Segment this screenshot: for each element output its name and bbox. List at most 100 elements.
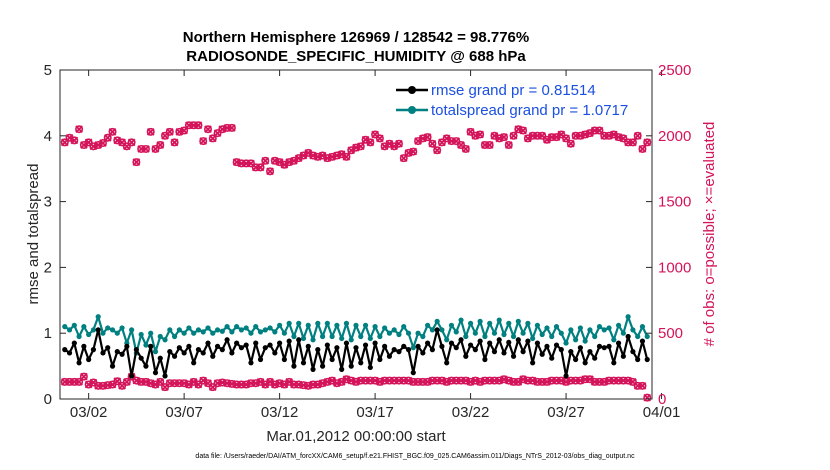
obs-possible-point	[242, 159, 251, 168]
obs-evaluated-point	[228, 124, 236, 132]
obs-possible-point	[595, 377, 604, 386]
rmse-point	[200, 350, 206, 356]
obs-possible-point	[75, 377, 84, 386]
rmse-point	[334, 345, 340, 351]
obs-evaluated-point	[629, 138, 637, 147]
rmse-point	[487, 340, 493, 346]
totalspread-point	[109, 327, 116, 333]
obs-evaluated-point	[199, 137, 208, 145]
rmse-point	[530, 360, 536, 366]
obs-possible-point	[399, 376, 408, 385]
obs-evaluated-point	[567, 139, 575, 148]
rmse-point	[62, 347, 68, 353]
obs-evaluated-point	[428, 139, 437, 148]
rmse-point	[343, 340, 350, 346]
rmse-point	[372, 340, 378, 346]
rmse-point	[520, 349, 526, 355]
rmse-point	[587, 349, 593, 355]
totalspread-point	[549, 333, 555, 340]
x-tick-label: 03/07	[165, 404, 203, 421]
obs-evaluated-point	[318, 151, 327, 160]
obs-possible-point	[165, 379, 174, 388]
obs-possible-point	[161, 131, 170, 140]
rmse-point	[272, 350, 278, 356]
obs-possible-point	[127, 138, 136, 147]
obs-evaluated-point	[204, 125, 212, 134]
totalspread-point	[644, 333, 650, 340]
obs-evaluated-point	[504, 141, 513, 149]
obs-possible-point	[390, 376, 399, 385]
y-axis-right-label: # of obs: o=possible; ×=evaluated	[701, 122, 718, 347]
totalspread-point	[391, 327, 397, 333]
rmse-point	[205, 340, 211, 346]
rmse-point	[348, 363, 354, 369]
obs-evaluated-point	[433, 146, 441, 155]
obs-possible-point	[204, 125, 213, 134]
rmse-point	[81, 343, 87, 349]
rmse-point	[167, 349, 173, 355]
obs-evaluated-point	[165, 128, 174, 136]
totalspread-point	[472, 330, 478, 336]
rmse-point	[453, 345, 459, 351]
totalspread-point	[339, 335, 345, 342]
rmse-point	[539, 351, 545, 357]
obs-evaluated-point	[290, 156, 298, 165]
obs-possible-point	[571, 376, 580, 385]
totalspread-point	[348, 337, 354, 343]
totalspread-point	[506, 320, 512, 326]
rmse-point	[195, 347, 202, 353]
rmse-point	[210, 353, 216, 359]
totalspread-point	[210, 330, 216, 336]
rmse-point	[620, 353, 626, 359]
rmse-point	[382, 343, 388, 349]
series-layer	[60, 121, 652, 402]
obs-evaluated-point	[94, 141, 103, 149]
rmse-point	[229, 350, 235, 356]
rmse-point	[510, 353, 517, 359]
obs-possible-point	[266, 167, 275, 176]
obs-evaluated-point	[543, 135, 551, 144]
obs-possible-point	[643, 393, 652, 402]
rmse-point	[501, 350, 507, 356]
rmse-point	[625, 333, 631, 340]
obs-evaluated-point	[638, 382, 647, 390]
totalspread-point	[157, 333, 163, 340]
obs-evaluated-point	[151, 380, 160, 389]
axes-layer: 03/02 03/07 03/12 03/17 03/22 03/27 04/0101234…	[44, 62, 692, 421]
obs-evaluated-point	[390, 142, 399, 151]
totalspread-point	[420, 333, 426, 340]
totalspread-point	[90, 327, 97, 333]
obs-possible-point	[457, 141, 466, 150]
rmse-point	[515, 337, 521, 343]
obs-evaluated-point	[356, 142, 365, 151]
obs-evaluated-point	[609, 130, 618, 139]
rmse-point	[286, 338, 292, 344]
obs-evaluated-point	[256, 378, 265, 386]
obs-possible-point	[65, 377, 74, 386]
obs-possible-point	[208, 134, 217, 143]
rmse-point	[444, 360, 450, 366]
obs-possible-point	[628, 138, 637, 147]
legend-marker-rmse	[408, 86, 416, 94]
rmse-point	[611, 360, 617, 366]
totalspread-point	[86, 331, 92, 338]
obs-possible-point	[619, 376, 628, 385]
obs-evaluated-point	[524, 134, 532, 143]
rmse-point	[248, 360, 254, 366]
obs-possible-point	[480, 141, 489, 150]
totalspread-point	[253, 324, 259, 330]
totalspread-point	[315, 320, 321, 326]
obs-possible-point	[361, 376, 370, 385]
totalspread-point	[95, 314, 101, 320]
totalspread-point	[510, 333, 517, 340]
totalspread-point	[305, 322, 311, 328]
rmse-point	[482, 356, 488, 363]
totalspread-point	[467, 320, 474, 326]
totalspread-point	[272, 329, 278, 335]
totalspread-point	[319, 333, 326, 340]
totalspread-point	[148, 330, 154, 336]
obs-possible-point	[371, 130, 380, 139]
obs-evaluated-point	[294, 154, 303, 163]
rmse-point	[310, 366, 316, 372]
obs-possible-point	[504, 141, 513, 150]
